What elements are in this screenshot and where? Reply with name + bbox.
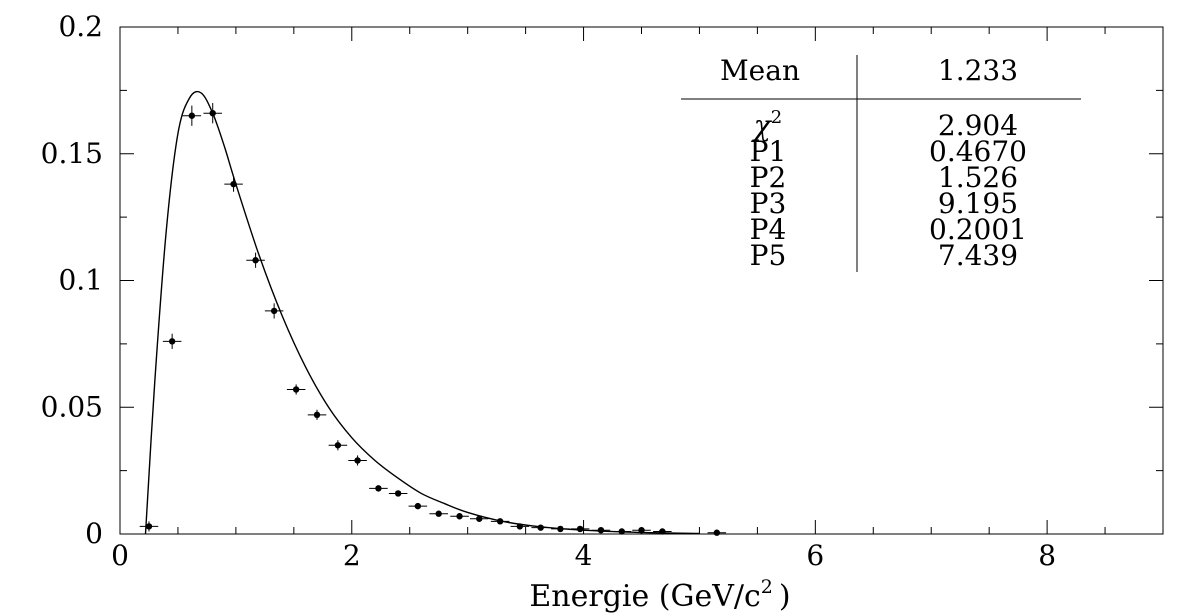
stats-row-label: P3: [750, 187, 787, 220]
data-point: [203, 103, 222, 124]
data-point: [328, 440, 348, 451]
data-marker: [252, 257, 259, 264]
data-marker: [354, 457, 361, 464]
data-marker: [394, 490, 402, 497]
data-point: [182, 105, 202, 126]
data-marker: [270, 307, 278, 315]
data-marker: [713, 529, 721, 536]
data-point: [162, 333, 182, 349]
data-marker: [557, 525, 564, 533]
stats-row-value: 1.526: [938, 161, 1018, 194]
data-marker: [188, 112, 196, 119]
tick-labels: 0 2 4 6 8 0 0.05 0.1 0.15 0.2: [41, 10, 1056, 572]
data-point: [591, 526, 611, 534]
data-point: [469, 515, 489, 522]
data-point: [490, 518, 510, 525]
data-point: [286, 384, 306, 395]
data-point: [388, 490, 408, 497]
x-tick-label: 2: [343, 539, 361, 572]
data-point: [139, 521, 159, 532]
data-marker: [414, 502, 422, 510]
stats-header-label: Mean: [720, 54, 800, 87]
stats-row-value: 0.2001: [929, 213, 1027, 246]
data-point: [570, 525, 590, 533]
data-marker: [435, 510, 442, 517]
stats-row-value: 2.904: [938, 109, 1018, 142]
axis-ticks: [119, 26, 1164, 535]
data-marker: [659, 528, 666, 535]
x-axis-title-main: Energie (GeV/c: [529, 579, 760, 613]
data-points: [139, 103, 727, 536]
data-point: [264, 303, 284, 319]
data-point: [653, 528, 672, 535]
data-marker: [597, 526, 605, 534]
stats-row-label: P2: [750, 161, 787, 194]
data-marker: [618, 528, 625, 535]
data-marker: [375, 485, 382, 492]
y-tick-label: 0.15: [41, 137, 103, 170]
data-point: [246, 252, 265, 268]
data-point: [450, 513, 469, 520]
data-point: [551, 525, 570, 533]
data-point: [429, 510, 448, 517]
stats-row-label: P1: [750, 135, 787, 168]
data-marker: [516, 523, 524, 530]
data-point: [224, 176, 243, 192]
data-point: [369, 485, 388, 492]
stats-row-label: P4: [750, 213, 787, 246]
x-tick-label: 8: [1038, 539, 1056, 572]
data-point: [348, 455, 367, 466]
data-marker: [168, 338, 176, 345]
stats-row-value: 9.195: [938, 187, 1018, 220]
data-point: [707, 529, 727, 536]
data-point: [531, 524, 550, 531]
stats-box: Mean 1.233 χ2 2.904 P1 0.4670 P2 1.526 P3 9.195…: [681, 54, 1081, 272]
data-point: [632, 526, 651, 534]
data-marker: [313, 411, 321, 419]
plot-frame: [119, 26, 1164, 535]
data-point: [408, 502, 428, 510]
x-tick-label: 6: [806, 539, 824, 572]
data-marker: [230, 180, 237, 188]
data-marker: [334, 442, 342, 449]
y-tick-label: 0.1: [58, 264, 103, 297]
stats-row-label: P5: [750, 239, 787, 272]
x-axis-title-close: ): [779, 579, 791, 613]
x-tick-label: 4: [575, 539, 593, 572]
stats-row-value: 7.439: [938, 239, 1018, 272]
stats-header-value: 1.233: [938, 54, 1018, 87]
stats-row-label: χ2: [752, 107, 782, 142]
data-marker: [576, 525, 584, 533]
y-tick-label: 0: [85, 517, 103, 550]
data-point: [307, 409, 327, 420]
x-axis-title-sup: 2: [761, 576, 773, 598]
x-axis-title: Energie (GeV/c2): [529, 576, 790, 613]
data-marker: [496, 518, 504, 525]
data-marker: [292, 386, 300, 393]
stats-row-value: 0.4670: [929, 135, 1027, 168]
data-marker: [456, 513, 463, 520]
data-point: [612, 528, 632, 535]
data-marker: [638, 526, 645, 534]
x-tick-label: 0: [111, 539, 129, 572]
fit-curve: [144, 90, 700, 535]
y-tick-label: 0.05: [41, 390, 103, 423]
data-marker: [476, 515, 483, 522]
data-marker: [145, 523, 153, 530]
data-point: [510, 523, 530, 530]
y-tick-label: 0.2: [58, 10, 103, 43]
data-marker: [537, 524, 544, 531]
data-marker: [209, 109, 216, 117]
